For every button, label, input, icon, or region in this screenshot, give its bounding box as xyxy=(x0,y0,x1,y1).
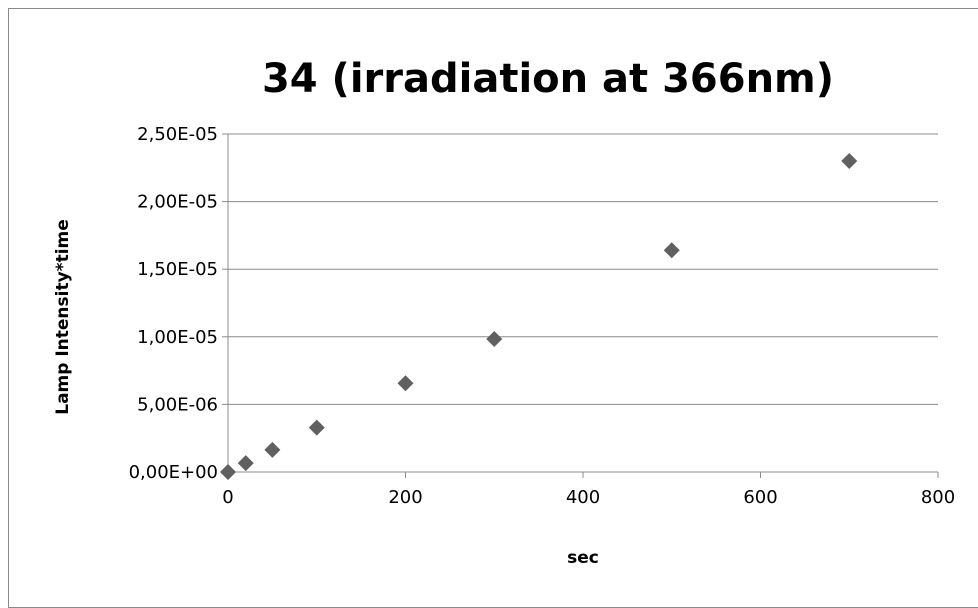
y-tick-label: 1,50E-05 xyxy=(137,259,218,280)
y-tick-labels: 0,00E+00 5,00E-06 1,00E-05 1,50E-05 2,00E-05… xyxy=(129,124,218,483)
data-point-3 xyxy=(308,419,325,436)
y-tick-label: 5,00E-06 xyxy=(137,394,218,415)
data-point-6 xyxy=(663,242,680,259)
y-tick-label: 1,00E-05 xyxy=(137,327,218,348)
data-point-0 xyxy=(220,464,236,480)
chart-title: 34 (irradiation at 366nm) xyxy=(262,56,834,102)
gridlines xyxy=(228,133,938,405)
y-tick-label: 2,50E-05 xyxy=(137,124,218,145)
x-tick-label: 400 xyxy=(566,487,600,508)
x-tick-label: 0 xyxy=(222,487,233,508)
x-tick-label: 600 xyxy=(743,487,777,508)
data-point-4 xyxy=(397,375,414,392)
data-point-7 xyxy=(841,153,858,170)
data-point-2 xyxy=(264,441,281,458)
x-tick-labels: 0 200 400 600 800 xyxy=(222,487,955,508)
data-points xyxy=(220,153,858,480)
x-tick-label: 800 xyxy=(921,487,955,508)
chart-frame xyxy=(8,8,978,608)
y-tick-label: 0,00E+00 xyxy=(129,462,218,483)
y-axis-title: Lamp Intensity*time xyxy=(53,219,73,415)
axes xyxy=(222,133,939,478)
data-point-5 xyxy=(486,330,503,347)
data-point-1 xyxy=(237,455,254,472)
x-axis-title: sec xyxy=(567,548,599,568)
x-tick-label: 200 xyxy=(388,487,422,508)
y-tick-label: 2,00E-05 xyxy=(137,192,218,213)
